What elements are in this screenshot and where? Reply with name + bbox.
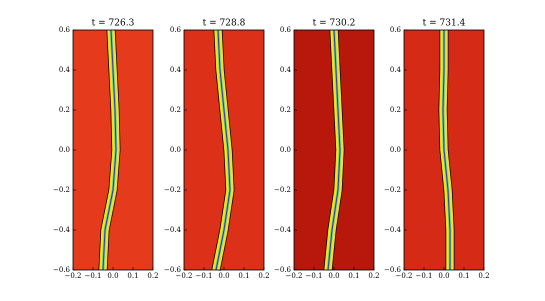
x-tick-label: 0.0 — [438, 272, 449, 280]
x-tick-label: 0.1 — [127, 272, 138, 280]
y-tick-label: 0.0 — [170, 146, 181, 154]
panel-title: t = 726.3 — [92, 19, 135, 29]
x-tick-label: 0.0 — [107, 272, 118, 280]
x-tick-label: 0.0 — [328, 272, 339, 280]
panel-title: t = 731.4 — [423, 19, 466, 29]
x-tick-label: −0.1 — [306, 272, 323, 280]
y-tick-label: −0.2 — [384, 186, 401, 194]
x-tick-label: −0.2 — [286, 272, 303, 280]
y-tick-label: 0.0 — [390, 146, 401, 154]
filament-core — [442, 30, 451, 270]
y-tick-label: 0.6 — [390, 26, 402, 34]
filament-core — [327, 29, 341, 271]
y-tick-label: −0.2 — [274, 186, 291, 194]
x-tick-label: 0.1 — [238, 272, 249, 280]
y-tick-label: −0.4 — [384, 226, 402, 234]
y-tick-label: 0.2 — [280, 106, 291, 114]
y-tick-label: −0.6 — [274, 266, 292, 274]
panel-title: t = 730.2 — [313, 19, 356, 29]
y-tick-label: −0.4 — [164, 226, 182, 234]
x-tick-label: 0.2 — [368, 272, 379, 280]
y-tick-label: −0.4 — [274, 226, 292, 234]
y-tick-label: 0.4 — [59, 66, 71, 74]
y-tick-label: 0.4 — [170, 66, 182, 74]
y-tick-label: 0.6 — [280, 26, 292, 34]
x-tick-label: −0.1 — [196, 272, 213, 280]
y-tick-label: −0.6 — [53, 266, 71, 274]
x-tick-label: 0.0 — [218, 272, 229, 280]
x-tick-label: 0.1 — [348, 272, 359, 280]
panel: −0.2 −0.1 0.0 0.1 0.2−0.6−0.4−0.20.00.20.40.… — [164, 19, 270, 281]
y-tick-label: −0.6 — [164, 266, 182, 274]
y-tick-label: 0.6 — [59, 26, 71, 34]
x-tick-label: 0.2 — [478, 272, 489, 280]
y-tick-label: −0.2 — [164, 186, 181, 194]
y-tick-label: 0.2 — [390, 106, 401, 114]
x-tick-label: −0.2 — [65, 272, 82, 280]
y-tick-label: 0.4 — [390, 66, 402, 74]
y-tick-label: −0.4 — [53, 226, 71, 234]
panel: −0.2 −0.1 0.0 0.1 0.2−0.6−0.4−0.20.00.20.40.… — [53, 19, 159, 281]
y-tick-label: −0.6 — [384, 266, 402, 274]
y-tick-label: 0.0 — [280, 146, 291, 154]
y-tick-label: 0.6 — [170, 26, 182, 34]
y-tick-label: 0.0 — [59, 146, 70, 154]
panel: −0.2 −0.1 0.0 0.1 0.2−0.6−0.4−0.20.00.20.40.… — [274, 19, 380, 281]
x-tick-label: −0.1 — [416, 272, 433, 280]
y-tick-label: 0.4 — [280, 66, 292, 74]
y-tick-label: 0.2 — [170, 106, 181, 114]
x-tick-label: 0.2 — [147, 272, 158, 280]
panel: −0.2 −0.1 0.0 0.1 0.2−0.6−0.4−0.20.00.20.40.… — [384, 19, 490, 281]
x-tick-label: −0.2 — [396, 272, 413, 280]
x-tick-label: 0.2 — [258, 272, 269, 280]
filament-core — [102, 29, 117, 271]
y-tick-label: 0.2 — [59, 106, 70, 114]
x-tick-label: 0.1 — [458, 272, 469, 280]
x-tick-label: −0.2 — [176, 272, 193, 280]
filament-core — [215, 29, 231, 271]
panel-title: t = 728.8 — [203, 19, 246, 29]
y-tick-label: −0.2 — [53, 186, 70, 194]
x-tick-label: −0.1 — [85, 272, 102, 280]
